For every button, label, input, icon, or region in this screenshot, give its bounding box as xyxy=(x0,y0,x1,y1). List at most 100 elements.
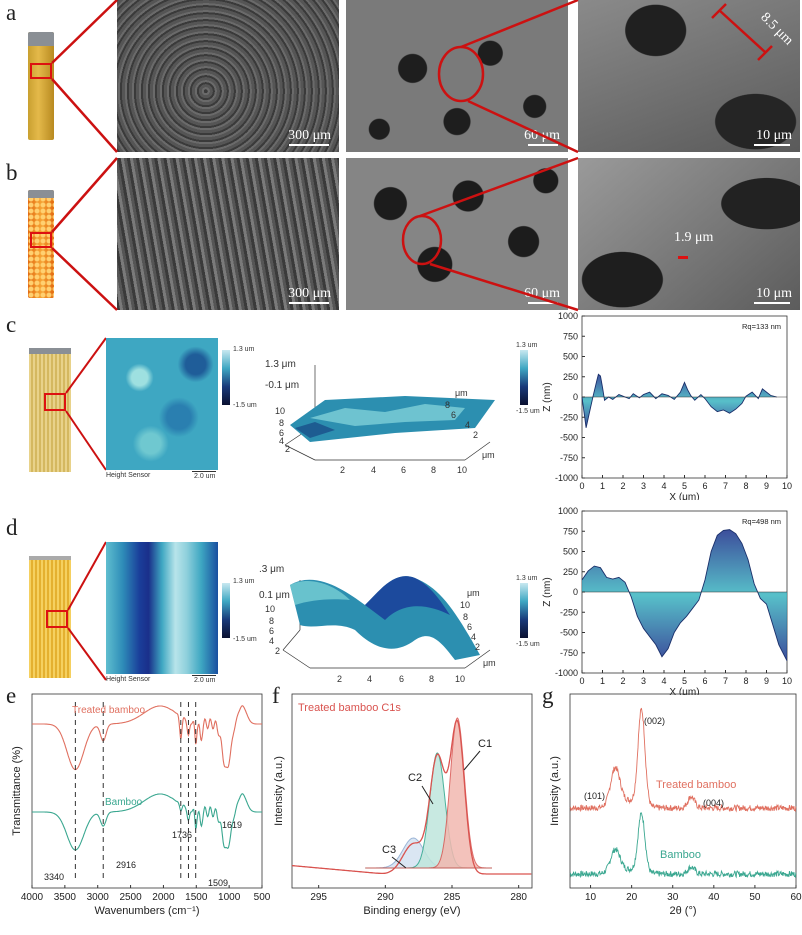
x-tick-label: 60 xyxy=(790,892,802,903)
x-tick-label: 6 xyxy=(702,481,707,491)
scale-label-b3: 10 μm xyxy=(756,286,792,301)
x-tick-label: 6 xyxy=(702,676,707,686)
sem-image-b3: 10 μm 1.9 μm xyxy=(578,158,800,310)
afm-sensor-label-d: Height Sensor xyxy=(106,676,151,683)
x-tick-label: 0 xyxy=(579,676,584,686)
series-label: Treated bamboo xyxy=(656,779,736,791)
peak-leader xyxy=(421,785,434,805)
panel-label-d: d xyxy=(6,515,18,540)
peak-label: C2 xyxy=(408,772,422,784)
y-tick-label: -500 xyxy=(560,628,578,638)
peak-label: (101) xyxy=(584,791,605,801)
zoom-box-c xyxy=(44,393,66,411)
rq-annotation: Rq=133 nm xyxy=(742,322,781,331)
scale-label-a1: 300 μm xyxy=(288,128,331,143)
x-tick-label: 50 xyxy=(749,892,761,903)
svg-text:6: 6 xyxy=(279,428,284,438)
svg-text:8: 8 xyxy=(431,465,436,475)
surface-mid-c: -0.1 μm xyxy=(265,380,299,391)
bamboo-sample-photo-a xyxy=(28,32,54,140)
afm-scale-label-c: 2.0 um xyxy=(194,473,216,480)
svg-text:2: 2 xyxy=(475,642,480,652)
svg-text:2: 2 xyxy=(285,444,290,454)
surface-unit-x-c: μm xyxy=(482,450,495,460)
afm-colorbar-c xyxy=(222,350,230,405)
y-tick-label: 0 xyxy=(573,587,578,597)
measure-marker-b xyxy=(678,256,688,259)
bamboo-sample-photo-d xyxy=(29,556,71,678)
peak-label: (004) xyxy=(703,798,724,808)
peak-leader xyxy=(391,856,407,869)
x-tick-label: 7 xyxy=(723,481,728,491)
profile-chart-d: -1000 -750 -500 -250 0 250 500 750 1000 0 1 2 3 4 5 6 7 8… xyxy=(542,506,792,695)
surface-mid-d: 0.1 μm xyxy=(259,590,290,601)
panel-label-f: f xyxy=(272,683,280,708)
svg-text:2: 2 xyxy=(337,674,342,684)
x-tick-label: 3 xyxy=(641,676,646,686)
zoom-box-b xyxy=(30,232,52,248)
ftir-series-1 xyxy=(32,793,262,851)
xps-chart: Treated bamboo C1s C1 C2 C3 295 290 285 280 Bind… xyxy=(273,693,533,917)
x-tick-label: 20 xyxy=(626,892,638,903)
x-tick-label: 5 xyxy=(682,481,687,491)
svg-text:10: 10 xyxy=(460,600,470,610)
svg-text:8: 8 xyxy=(463,612,468,622)
peak-leader xyxy=(463,750,481,771)
plot-frame xyxy=(291,693,533,889)
y-tick-label: 1000 xyxy=(558,506,578,516)
y-tick-label: 500 xyxy=(563,547,578,557)
x-tick-label: 290 xyxy=(377,892,394,903)
x-tick-label: 3 xyxy=(641,481,646,491)
profile-area xyxy=(582,529,787,661)
y-tick-label: -750 xyxy=(560,648,578,658)
y-tick-label: -250 xyxy=(560,412,578,422)
rq-annotation: Rq=498 nm xyxy=(742,517,781,526)
panel-label-c: c xyxy=(6,312,17,337)
sem-image-a3: 10 μm 8.5 μm xyxy=(578,0,800,152)
y-tick-label: 500 xyxy=(563,352,578,362)
x-tick-label: 1 xyxy=(600,676,605,686)
surface-colorbar-min-d: -1.5 um xyxy=(516,641,540,648)
y-axis-label: Transmittance (%) xyxy=(11,746,23,835)
envelope-line xyxy=(291,719,532,875)
y-axis-label: Intensity (a.u.) xyxy=(549,756,561,826)
x-tick-label: 4000 xyxy=(21,892,44,903)
x-axis-label: X (μm) xyxy=(669,687,699,695)
x-tick-label: 8 xyxy=(743,481,748,491)
x-tick-label: 295 xyxy=(310,892,327,903)
x-tick-label: 0 xyxy=(579,481,584,491)
x-tick-label: 9 xyxy=(764,481,769,491)
x-tick-label: 8 xyxy=(743,676,748,686)
svg-text:6: 6 xyxy=(401,465,406,475)
sem-image-b2: 60 μm xyxy=(346,158,568,310)
surface-colorbar-min-c: -1.5 um xyxy=(516,408,540,415)
x-tick-label: 3500 xyxy=(54,892,77,903)
x-axis-label: Binding energy (eV) xyxy=(363,905,460,917)
x-tick-label: 1500 xyxy=(185,892,208,903)
zoom-lines-c xyxy=(65,337,107,471)
svg-text:2: 2 xyxy=(275,646,280,656)
svg-text:8: 8 xyxy=(429,674,434,684)
y-tick-label: 250 xyxy=(563,567,578,577)
ftir-series-0 xyxy=(32,705,262,771)
surface-unit-x-d: μm xyxy=(483,658,496,668)
y-tick-label: -250 xyxy=(560,607,578,617)
afm-colorbar-min-d: -1.5 um xyxy=(233,636,257,643)
y-tick-label: 750 xyxy=(563,526,578,536)
xrd-series-bamboo xyxy=(569,812,797,879)
svg-text:4: 4 xyxy=(279,436,284,446)
zoom-lines xyxy=(51,0,773,312)
surface-top-c: 1.3 μm xyxy=(265,359,296,370)
y-tick-label: -1000 xyxy=(555,473,578,483)
x-tick-label: 10 xyxy=(782,676,792,686)
svg-text:8: 8 xyxy=(279,418,284,428)
x-tick-label: 1000 xyxy=(218,892,241,903)
xrd-series-treated xyxy=(569,707,797,813)
x-axis-label: X (μm) xyxy=(669,492,699,500)
afm-scale-label-d: 2.0 um xyxy=(194,677,216,684)
svg-text:10: 10 xyxy=(455,674,465,684)
plot-frame xyxy=(31,693,263,889)
scale-label-b1: 300 μm xyxy=(288,286,331,301)
x-tick-label: 10 xyxy=(585,892,597,903)
